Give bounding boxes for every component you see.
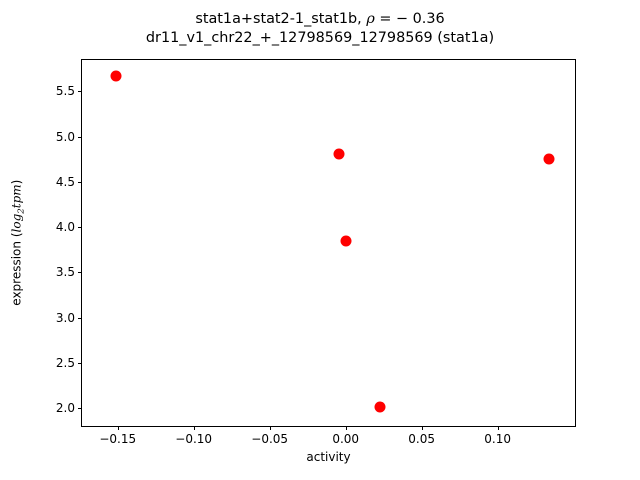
plot-axes-frame: −0.15 −0.10 −0.05 0.00 0.05 0.10 2.0 2.5 3.0 3.5 4… <box>56 59 576 446</box>
log-base: 2 <box>16 208 27 215</box>
x-axis-tick-label: 0.00 <box>332 432 360 446</box>
scatter-point <box>543 153 555 165</box>
y-axis-tick <box>78 227 82 229</box>
x-axis-tick <box>269 426 271 430</box>
y-axis-tick <box>78 408 82 410</box>
y-axis-label-prefix: expression ( <box>9 232 24 307</box>
chart-title-line-1: stat1a+stat2-1_stat1b, ρ = − 0.36 <box>0 10 640 29</box>
scatter-point <box>110 70 122 82</box>
chart-title-line-2: dr11_v1_chr22_+_12798569_12798569 (stat1… <box>145 30 495 46</box>
scatter-point <box>340 235 352 247</box>
y-axis-tick <box>78 181 82 183</box>
tpm-text: tpm <box>9 184 24 209</box>
x-axis-tick-label: −0.05 <box>251 432 289 446</box>
y-axis-tick <box>78 363 82 365</box>
rho-symbol: ρ <box>366 11 375 27</box>
scatter-point <box>333 148 345 160</box>
x-axis-label: activity <box>306 450 351 464</box>
y-axis-tick-label: 4.5 <box>55 174 75 189</box>
y-axis-label: expression (log2tpm) <box>8 59 28 427</box>
x-axis-tick-label: 0.10 <box>484 432 511 446</box>
x-axis-tick <box>497 426 499 430</box>
y-axis-tick <box>78 272 82 274</box>
x-axis-tick <box>421 426 423 430</box>
y-axis-tick <box>78 91 82 93</box>
x-axis-tick <box>345 426 347 430</box>
y-axis-tick-label: 2.0 <box>55 401 75 416</box>
chart-title-prefix: stat1a+stat2-1_stat1b, <box>195 11 367 27</box>
y-axis-label-math: log2tpm <box>9 184 26 233</box>
y-axis-tick-label: 5.5 <box>55 84 75 99</box>
y-axis-tick <box>78 317 82 319</box>
chart-title-rho-value: = − 0.36 <box>374 11 445 27</box>
y-axis-tick-label: 4.0 <box>55 220 75 235</box>
x-axis-tick <box>117 426 119 430</box>
log-text: log <box>9 214 24 233</box>
y-axis-tick-label: 3.5 <box>55 265 75 280</box>
scatter-point <box>374 401 386 413</box>
x-axis-tick-label: −0.15 <box>99 432 137 446</box>
y-axis-tick-label: 2.5 <box>55 356 75 371</box>
y-axis-tick-label: 3.0 <box>55 310 75 325</box>
y-axis-tick <box>78 136 82 138</box>
chart-title: stat1a+stat2-1_stat1b, ρ = − 0.36 dr11_v… <box>0 10 640 48</box>
scatter-plot-area <box>82 60 575 426</box>
x-axis-tick-label: 0.05 <box>408 432 436 446</box>
x-axis-tick-label: −0.10 <box>175 432 213 446</box>
x-axis-tick <box>193 426 195 430</box>
y-axis-label-suffix: ) <box>9 179 24 185</box>
y-axis-tick-label: 5.0 <box>55 129 75 144</box>
y-axis-label-text: expression (log2tpm) <box>9 180 26 306</box>
